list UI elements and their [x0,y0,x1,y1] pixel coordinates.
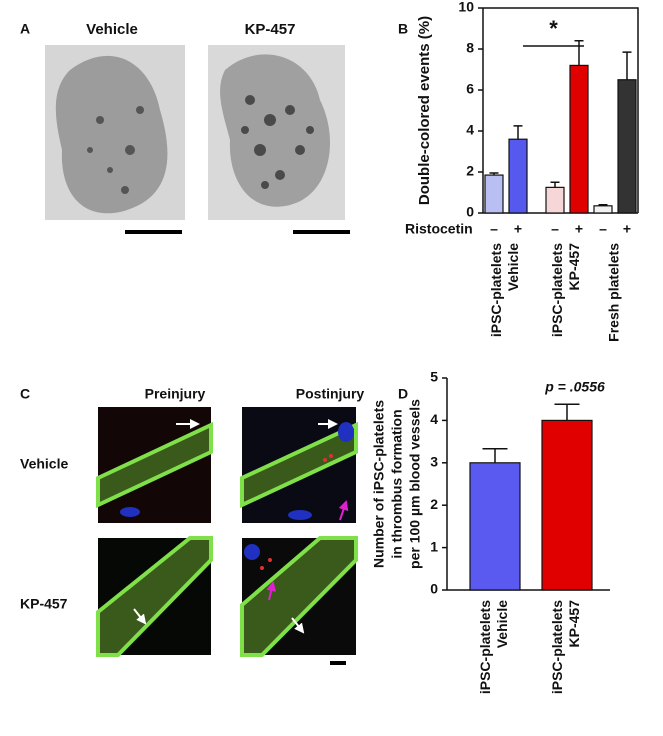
y-tick-label: 3 [430,454,438,470]
panel-label: B [398,21,408,37]
annotation: p = .0556 [544,379,605,395]
column-label: Postinjury [296,386,365,402]
y-axis-label: Double-colored events (%) [416,16,433,205]
y-tick-label: 4 [430,411,438,427]
x-tick-label: + [575,221,583,237]
x-tick-label: iPSC-platelets [477,600,493,694]
x-tick-label: – [599,221,607,237]
error-bar [550,181,560,188]
y-tick-label: 0 [466,204,474,220]
bar [469,462,521,591]
column-label: Vehicle [86,21,138,38]
y-tick-label: 4 [466,122,474,138]
y-tick-label: 10 [458,0,474,15]
y-tick-label: 1 [430,538,438,554]
x-tick-label: – [551,221,559,237]
error-bar [513,125,523,140]
group-label: Vehicle [505,243,521,291]
bar [508,138,528,214]
bar [484,174,504,214]
error-bar [482,448,508,463]
annotation: * [549,16,558,41]
x-tick-label: KP-457 [566,600,582,648]
group-label: iPSC-platelets [549,243,565,337]
group-label: KP-457 [566,243,582,291]
y-tick-label: 6 [466,81,474,97]
group-label: iPSC-platelets [488,243,504,337]
fluorescence-image [240,407,358,523]
x-tick-label: iPSC-platelets [549,600,565,694]
panel-label: C [20,386,30,402]
x-tick-label: – [490,221,498,237]
y-tick-label: 8 [466,40,474,56]
bar [617,79,637,214]
bar [541,419,593,591]
error-bar [622,51,632,80]
error-bar [554,403,580,421]
column-label: Preinjury [145,386,206,402]
column-label: KP-457 [245,21,296,38]
scale-bar [330,661,346,665]
bar [545,186,565,214]
row-label: Ristocetin [405,221,473,237]
error-bar [598,204,608,206]
row-label: KP-457 [20,596,68,612]
fluorescence-image [96,536,213,657]
micrograph [208,45,345,220]
panel-label: D [398,386,408,402]
x-tick-label: Vehicle [494,600,510,648]
y-tick-label: 2 [466,163,474,179]
fluorescence-image [240,536,358,657]
scale-bar [125,230,182,234]
y-tick-label: 2 [430,496,438,512]
error-bar [489,172,499,176]
group-label: Fresh platelets [606,243,622,342]
scale-bar [293,230,350,234]
fluorescence-image [96,407,213,523]
x-tick-label: + [514,221,522,237]
x-tick-label: + [623,221,631,237]
panel-label: A [20,21,30,37]
error-bar [574,40,584,66]
micrograph [45,45,185,220]
y-tick-label: 5 [430,369,438,385]
frame [483,7,639,213]
y-tick-label: 0 [430,581,438,597]
y-axis-label: per 100 µm blood vessels [407,399,423,569]
bar [593,205,613,214]
y-axis-label: in thrombus formation [389,409,405,558]
bar [569,64,589,214]
y-axis-label: Number of iPSC-platelets [371,400,387,568]
row-label: Vehicle [20,456,68,472]
